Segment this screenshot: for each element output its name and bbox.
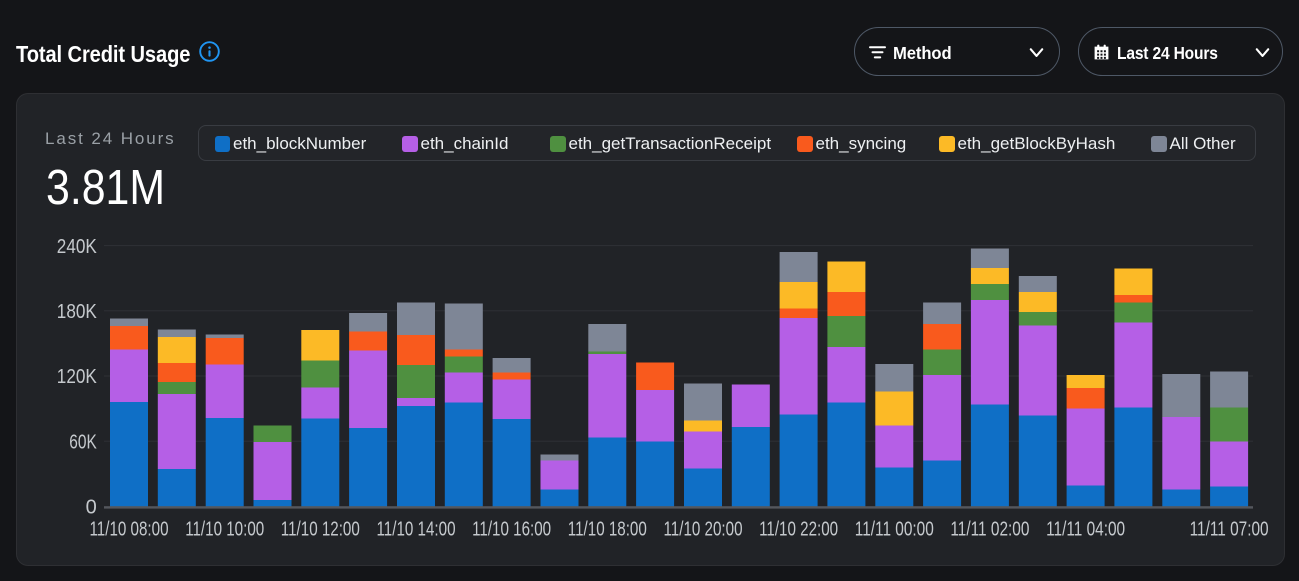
svg-text:0: 0: [86, 497, 97, 519]
svg-text:11/11 02:00: 11/11 02:00: [950, 519, 1029, 541]
svg-text:11/11 04:00: 11/11 04:00: [1046, 519, 1125, 541]
svg-text:11/11 00:00: 11/11 00:00: [855, 519, 934, 541]
svg-text:11/10 08:00: 11/10 08:00: [90, 519, 169, 541]
svg-text:240K: 240K: [57, 236, 98, 258]
svg-text:11/10 16:00: 11/10 16:00: [472, 519, 551, 541]
svg-text:120K: 120K: [57, 366, 98, 388]
svg-text:11/10 12:00: 11/10 12:00: [281, 519, 360, 541]
svg-text:60K: 60K: [69, 431, 97, 453]
svg-text:11/10 14:00: 11/10 14:00: [377, 519, 456, 541]
svg-text:180K: 180K: [57, 301, 98, 323]
svg-text:11/10 22:00: 11/10 22:00: [759, 519, 838, 541]
svg-text:11/10 20:00: 11/10 20:00: [664, 519, 743, 541]
svg-text:11/10 10:00: 11/10 10:00: [185, 519, 264, 541]
svg-text:11/10 18:00: 11/10 18:00: [568, 519, 647, 541]
svg-text:11/11 07:00: 11/11 07:00: [1190, 519, 1269, 541]
